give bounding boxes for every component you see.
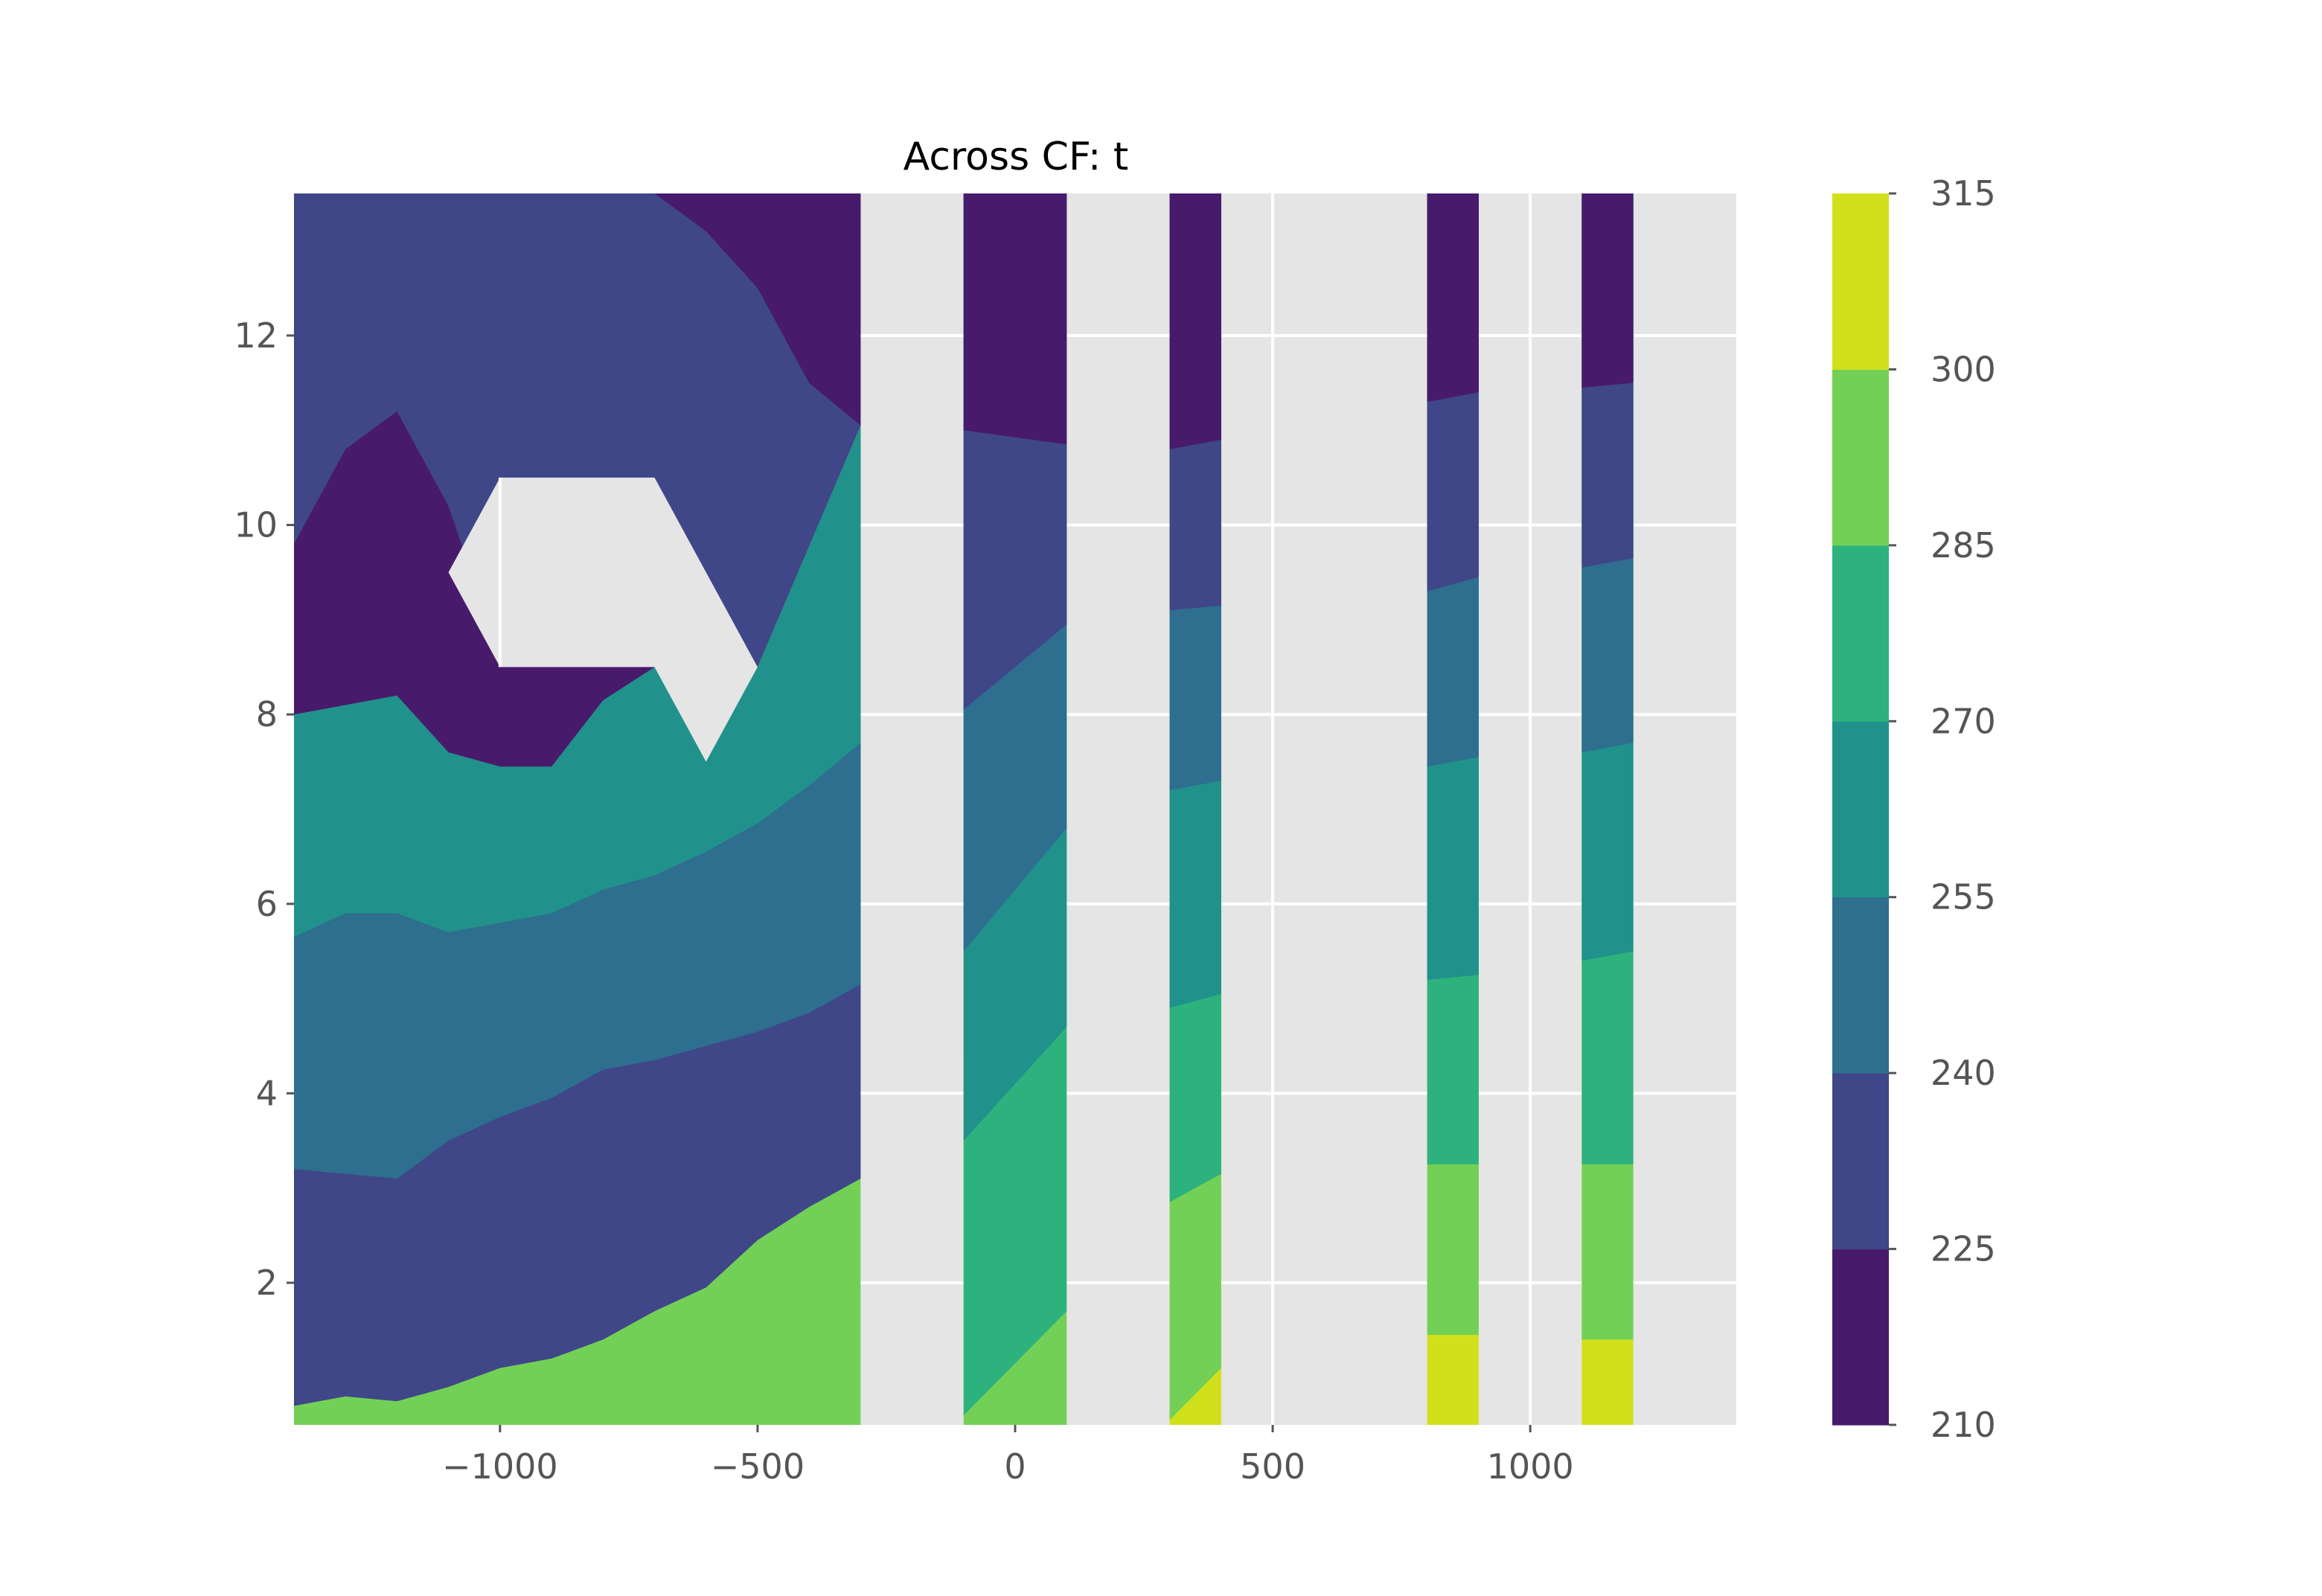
chart-title: Across CF: t [903,135,1129,179]
y-tick-label: 6 [256,884,278,924]
colorbar-tick-label: 240 [1931,1053,1996,1093]
contour-fills [294,193,1634,1425]
x-tick-label: 0 [1004,1446,1026,1487]
colorbar-band [1832,193,1889,370]
colorbar-band [1832,721,1889,898]
contour-band [654,193,861,426]
colorbar-tick-label: 270 [1931,701,1996,741]
colorbar-band [1832,369,1889,546]
colorbar-band [1832,1249,1889,1426]
colorbar-tick-label: 300 [1931,349,1996,389]
y-tick-label: 2 [256,1263,278,1303]
colorbar: 210 225 240 255 270 285 300 315 [1832,173,1996,1445]
x-tick-label: 1000 [1487,1446,1574,1487]
y-tick-label: 4 [256,1073,278,1113]
column-band [963,193,1067,445]
colorbar-tick-label: 225 [1931,1229,1996,1269]
colorbar-band [1832,545,1889,722]
y-tick-label: 8 [256,694,278,734]
x-tick-label: −1000 [442,1446,558,1487]
y-tick-label: 12 [234,315,278,356]
column-band [1427,193,1479,403]
colorbar-tick-label: 315 [1931,173,1996,214]
column-band [1169,193,1221,449]
y-tick-label: 10 [234,505,278,545]
colorbar-tick-label: 285 [1931,525,1996,565]
colorbar-tick-label: 210 [1931,1405,1996,1445]
missing-data-region [448,477,758,762]
column-band [1581,193,1634,388]
colorbar-band [1832,1073,1889,1250]
y-axis: 2 4 6 8 10 12 [234,315,294,1303]
colorbar-tick-label: 255 [1931,877,1996,917]
x-tick-label: −500 [711,1446,805,1487]
x-axis: −1000 −500 0 500 1000 [442,1425,1574,1487]
x-tick-label: 500 [1240,1446,1305,1487]
colorbar-band [1832,897,1889,1074]
plot-area: −1000 −500 0 500 1000 2 4 6 8 10 12 [234,193,1736,1487]
